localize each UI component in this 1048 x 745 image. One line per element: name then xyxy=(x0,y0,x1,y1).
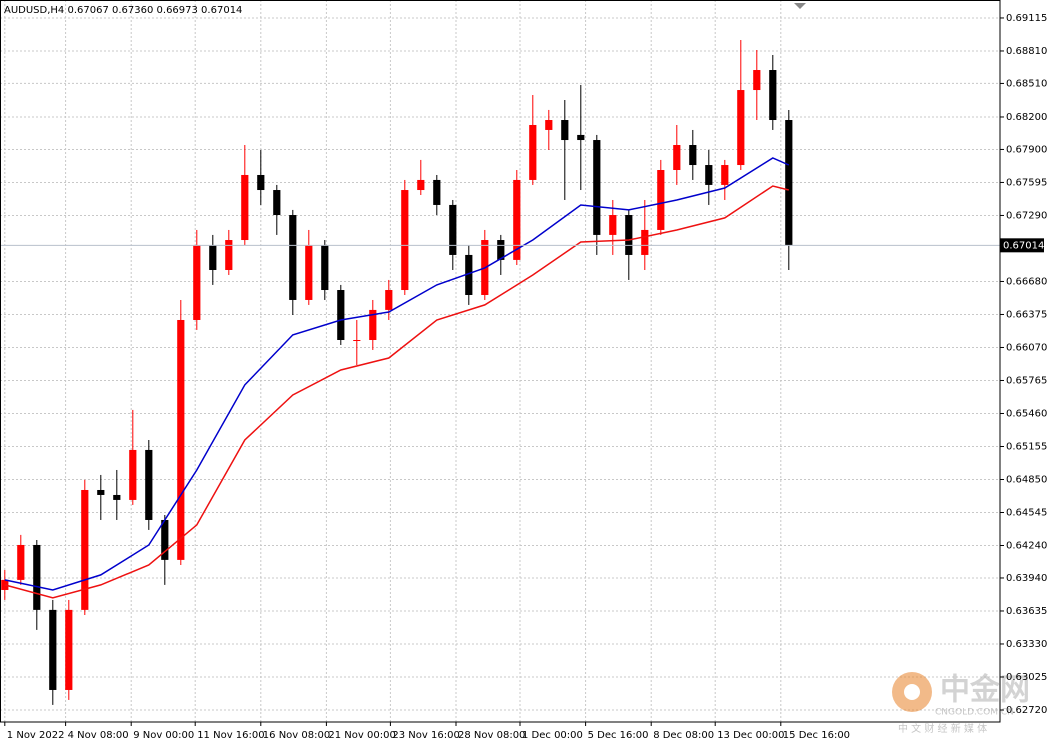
candle-body xyxy=(753,70,761,91)
candle-body xyxy=(273,190,281,216)
watermark-site: CNGOLD.COM.CN xyxy=(935,708,1014,718)
candle-body xyxy=(721,165,729,185)
candle-body xyxy=(609,215,617,235)
y-tick-label: 0.67595 xyxy=(1006,177,1047,188)
candle-body xyxy=(769,70,777,121)
candle-body xyxy=(657,170,665,230)
y-tick-label: 0.64545 xyxy=(1006,507,1047,518)
candle-body xyxy=(449,204,457,255)
candle-body xyxy=(33,544,41,610)
y-tick-label: 0.68200 xyxy=(1006,112,1047,123)
current-price-label: 0.67014 xyxy=(1003,240,1044,251)
watermark-name: 中金网 xyxy=(940,673,1030,708)
plot xyxy=(0,0,1000,722)
moving-average xyxy=(4,185,789,599)
candle-body xyxy=(401,190,409,291)
candle-body xyxy=(785,120,793,245)
y-tick-label: 0.65765 xyxy=(1006,375,1047,386)
x-tick-label: 8 Dec 08:00 xyxy=(653,730,714,741)
candle-body xyxy=(145,449,153,520)
x-tick-label: 23 Nov 16:00 xyxy=(392,730,459,741)
candle-body xyxy=(465,254,473,295)
moving-average xyxy=(4,157,790,591)
x-tick-label: 15 Dec 16:00 xyxy=(783,730,850,741)
candle-body xyxy=(689,145,697,166)
candle-body xyxy=(577,134,585,141)
candle-body xyxy=(705,165,713,185)
candle-body xyxy=(545,120,553,130)
candle-body xyxy=(257,174,265,191)
chart-title: AUDUSD,H4 0.67067 0.67360 0.66973 0.6701… xyxy=(4,5,242,16)
candle-body xyxy=(513,179,521,260)
y-tick-label: 0.64850 xyxy=(1006,474,1047,485)
candle-body xyxy=(385,290,393,310)
y-tick-label: 0.64240 xyxy=(1006,541,1047,552)
candle-body xyxy=(161,519,169,560)
y-tick-label: 0.62720 xyxy=(1006,705,1047,716)
candle-body xyxy=(497,240,505,260)
x-tick-label: 1 Dec 00:00 xyxy=(522,730,583,741)
x-tick-label: 11 Nov 16:00 xyxy=(197,730,264,741)
candle-body xyxy=(241,174,249,241)
candle-body xyxy=(737,90,745,166)
candle-body xyxy=(177,319,185,560)
y-tick-label: 0.66070 xyxy=(1006,342,1047,353)
y-tick-label: 0.66680 xyxy=(1006,276,1047,287)
x-tick-label: 5 Dec 16:00 xyxy=(588,730,649,741)
candle-body xyxy=(369,309,377,341)
candle-body xyxy=(673,145,681,171)
y-tick-label: 0.63025 xyxy=(1006,672,1047,683)
watermark-slogan: 中 文 财 经 新 媒 体 xyxy=(898,722,987,735)
candle-body xyxy=(81,489,89,610)
candle-body xyxy=(113,494,121,500)
candle-body xyxy=(193,244,201,320)
candle-body xyxy=(417,179,425,191)
candle-body xyxy=(625,215,633,255)
y-tick-label: 0.66375 xyxy=(1006,309,1047,320)
candle-body xyxy=(561,120,569,141)
y-tick-label: 0.68510 xyxy=(1006,78,1047,89)
watermark: 中金网 CNGOLD.COM.CN 中 文 财 经 新 媒 体 xyxy=(892,672,1030,735)
y-tick-label: 0.68810 xyxy=(1006,46,1047,57)
y-tick-label: 0.67900 xyxy=(1006,144,1047,155)
candle-body xyxy=(225,240,233,270)
x-tick-label: 16 Nov 08:00 xyxy=(263,730,330,741)
candle-body xyxy=(321,244,329,291)
current-price-box xyxy=(1000,238,1044,253)
plot-frame xyxy=(0,0,1001,723)
y-tick-label: 0.69115 xyxy=(1006,13,1047,24)
candle-body xyxy=(209,244,217,270)
x-tick-label: 9 Nov 00:00 xyxy=(133,730,194,741)
candle-body xyxy=(17,544,25,580)
candle-body xyxy=(353,340,361,342)
y-tick-label: 0.63635 xyxy=(1006,606,1047,617)
candle-body xyxy=(593,140,601,235)
scroll-marker xyxy=(794,3,806,9)
y-tick-label: 0.65460 xyxy=(1006,408,1047,419)
x-tick-label: 1 Nov 2022 xyxy=(7,730,65,741)
candle-body xyxy=(641,229,649,255)
y-tick-label: 0.63330 xyxy=(1006,639,1047,650)
watermark-logo-core xyxy=(904,684,920,700)
y-tick-label: 0.63940 xyxy=(1006,573,1047,584)
candle-body xyxy=(433,179,441,205)
x-tick-label: 4 Nov 08:00 xyxy=(68,730,129,741)
x-tick-label: 21 Nov 00:00 xyxy=(328,730,395,741)
candle-body xyxy=(337,290,345,341)
candle-body xyxy=(49,609,57,690)
x-tick-label: 28 Nov 08:00 xyxy=(458,730,525,741)
candle-body xyxy=(305,244,313,300)
candle-body xyxy=(289,215,297,300)
x-tick-label: 13 Dec 00:00 xyxy=(717,730,784,741)
candle-body xyxy=(129,449,137,500)
candle-body xyxy=(529,124,537,180)
candle-body xyxy=(65,609,73,690)
y-tick-label: 0.67290 xyxy=(1006,210,1047,221)
y-tick-label: 0.65155 xyxy=(1006,441,1047,452)
candle-body xyxy=(97,489,105,495)
